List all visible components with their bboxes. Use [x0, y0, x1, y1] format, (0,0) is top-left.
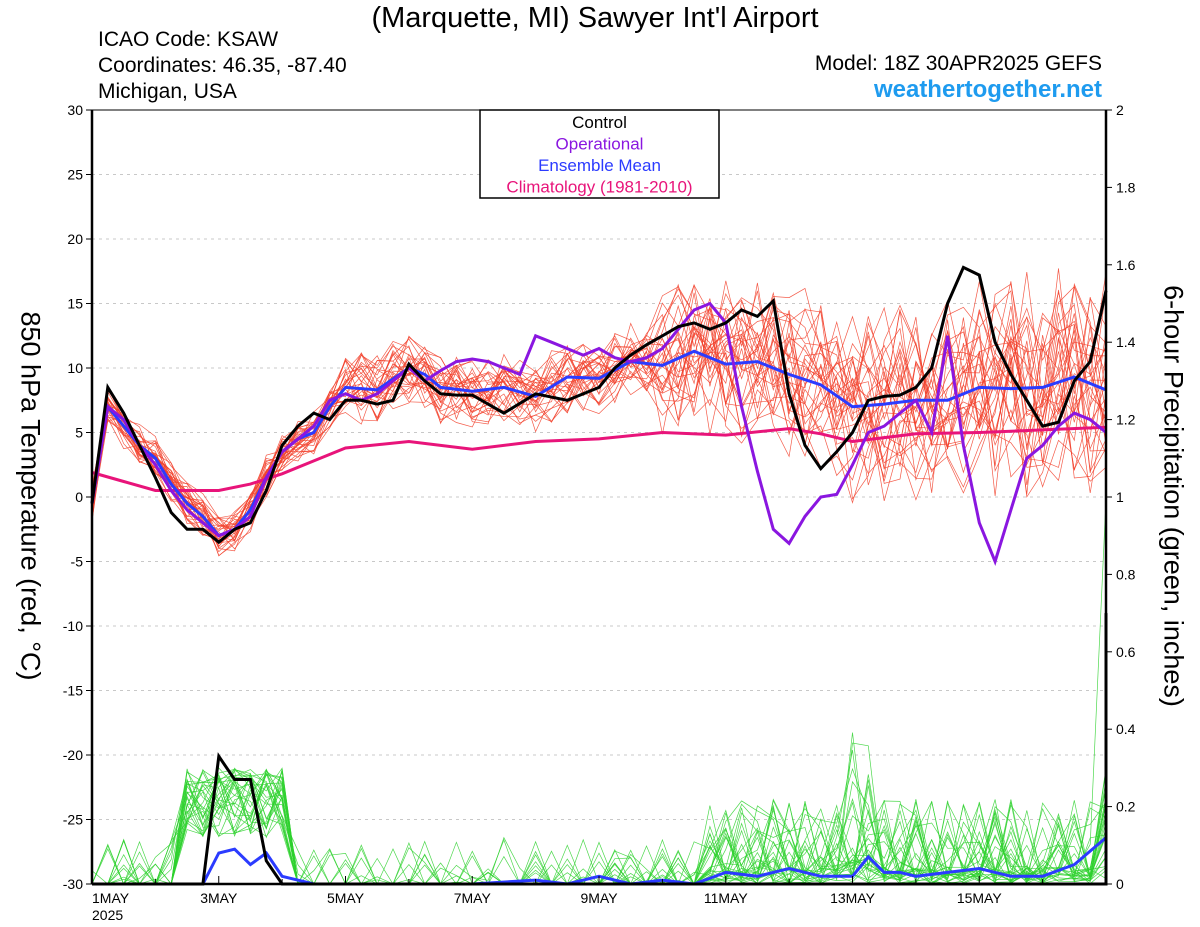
ensemble-temp-member: [91, 288, 1107, 544]
axes: 302520151050-5-10-15-20-25-3021.81.61.41…: [63, 102, 1136, 923]
icao-code: ICAO Code: KSAW: [98, 28, 279, 51]
y-tick-label: -25: [63, 812, 83, 828]
x-tick-sublabel: 2025: [92, 907, 123, 923]
y-tick-label: 5: [75, 425, 83, 441]
legend-entry: Ensemble Mean: [538, 156, 661, 175]
ensemble-precip-member: [92, 498, 1107, 885]
x-tick-label: 13MAY: [830, 890, 876, 906]
y-tick-label: -20: [63, 747, 83, 763]
ensemble-temp-member: [91, 281, 1107, 541]
y-tick-label: 10: [67, 360, 83, 376]
chart-title: (Marquette, MI) Sawyer Int'l Airport: [371, 2, 819, 34]
x-tick-label: 9MAY: [580, 890, 618, 906]
y-tick-label: 20: [67, 231, 83, 247]
y2-tick-label: 0: [1116, 876, 1124, 892]
site-link[interactable]: weathertogether.net: [873, 76, 1102, 103]
y-tick-label: 25: [67, 167, 83, 183]
ensemble-precip-member: [91, 770, 1107, 885]
y-tick-label: -10: [63, 618, 83, 634]
y-tick-label: -30: [63, 876, 83, 892]
ensemble-precip-member: [92, 749, 1107, 885]
ensemble-temp-member: [91, 303, 1107, 542]
ensemble-precip-member: [92, 773, 1107, 885]
legend-entry: Climatology (1981-2010): [506, 178, 692, 197]
y-tick-label: -15: [63, 683, 83, 699]
ensemble-temp-member: [91, 283, 1107, 541]
x-tick-label: 11MAY: [704, 890, 748, 906]
ensemble-precip-member: [92, 769, 1107, 885]
region: Michigan, USA: [98, 80, 237, 103]
legend-box: [479, 109, 720, 199]
model-info: Model: 18Z 30APR2025 GEFS weathertogethe…: [815, 51, 1102, 103]
y2-tick-label: 0.2: [1116, 799, 1136, 815]
ensemble-mean-line: [90, 349, 1107, 538]
y2-tick-label: 1.4: [1116, 334, 1136, 350]
operational-line: [90, 301, 1107, 566]
y-tick-label: 15: [67, 296, 83, 312]
coordinates: Coordinates: 46.35, -87.40: [98, 54, 347, 77]
y2-tick-label: 1: [1116, 489, 1124, 505]
model-run: Model: 18Z 30APR2025 GEFS: [814, 52, 1102, 75]
y2-tick-label: 0.8: [1116, 566, 1136, 582]
climatology-line: [91, 425, 1107, 492]
y2-tick-label: 2: [1116, 102, 1124, 118]
ensemble-members: [91, 268, 1107, 886]
y2-tick-label: 1.8: [1116, 179, 1136, 195]
y2-tick-label: 0.6: [1116, 644, 1136, 660]
legend-entry: Operational: [556, 135, 644, 154]
ensemble-precip-member: [92, 767, 1107, 885]
ensemble-temp-member: [91, 268, 1107, 532]
x-tick-label: 15MAY: [957, 890, 1003, 906]
y2-tick-label: 1.6: [1116, 257, 1136, 273]
legend: Control Operational Ensemble Mean Climatolo…: [479, 109, 720, 199]
x-tick-label: 3MAY: [200, 890, 238, 906]
y-tick-label: -5: [71, 554, 84, 570]
ensemble-temp-member: [91, 294, 1107, 536]
x-tick-label: 7MAY: [454, 890, 492, 906]
y2-tick-label: 0.4: [1116, 721, 1136, 737]
x-tick-label: 5MAY: [327, 890, 365, 906]
x-tick-label: 1MAY: [92, 890, 130, 906]
ensemble-temp-member: [91, 282, 1107, 542]
ensemble-temp-member: [91, 272, 1107, 519]
grid: [92, 174, 1106, 820]
legend-entry: Control: [572, 113, 627, 132]
ensemble-temp-member: [91, 306, 1107, 532]
y2-tick-label: 1.2: [1116, 412, 1136, 428]
station-info: ICAO Code: KSAW Coordinates: 46.35, -87.…: [98, 27, 347, 105]
y-tick-label: 30: [67, 102, 83, 118]
control-line: [90, 265, 1108, 545]
y-tick-label: 0: [75, 489, 83, 505]
ensemble-temp-member: [91, 304, 1107, 533]
ensemble-precip-member: [92, 768, 1107, 885]
